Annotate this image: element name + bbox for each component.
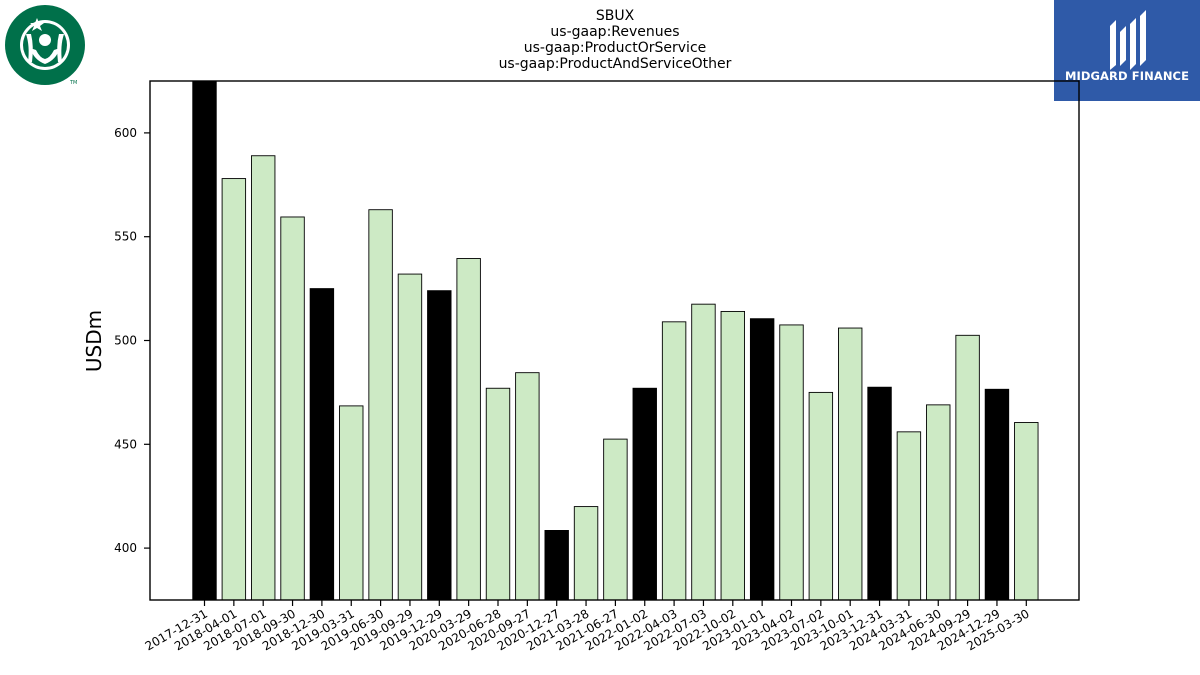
y-tick-label: 400 — [114, 541, 137, 555]
bar — [280, 216, 305, 601]
bar — [485, 387, 511, 601]
bar — [515, 372, 540, 601]
y-axis-label: USDm — [82, 310, 106, 372]
y-tick-label: 450 — [114, 437, 137, 451]
bar — [661, 321, 687, 601]
bar — [544, 530, 569, 601]
trademark-label: TM — [69, 80, 77, 86]
title-line: us-gaap:ProductOrService — [524, 40, 707, 56]
bar — [427, 290, 452, 601]
bar — [955, 334, 980, 601]
bar — [779, 324, 804, 601]
bar — [192, 80, 217, 601]
bar — [808, 391, 834, 601]
bar — [603, 438, 628, 601]
bar — [250, 155, 276, 601]
bar — [573, 506, 599, 601]
chart-title: SBUXus-gaap:Revenuesus-gaap:ProductOrSer… — [499, 8, 732, 72]
bar — [456, 258, 481, 601]
bar — [749, 318, 775, 601]
bar — [896, 431, 922, 601]
midgard-finance-wordmark: MIDGARD FINANCE — [1064, 69, 1190, 83]
bar — [368, 209, 393, 601]
y-axis: 400 450 500 550 600 — [114, 126, 150, 555]
bar — [838, 327, 863, 601]
bar — [632, 387, 657, 601]
bar — [1014, 422, 1039, 601]
bar — [221, 178, 247, 601]
bar — [926, 404, 951, 601]
y-tick-label: 550 — [114, 230, 137, 244]
title-line: us-gaap:ProductAndServiceOther — [499, 56, 732, 72]
bar — [339, 405, 364, 601]
y-tick-label: 500 — [114, 334, 137, 348]
bar — [397, 273, 423, 601]
bar-series — [192, 80, 1039, 601]
y-tick-label: 600 — [114, 126, 137, 140]
title-line: us-gaap:Revenues — [550, 24, 679, 40]
starbucks-logo-icon: TM — [5, 5, 85, 86]
x-axis: 2017-12-312018-04-012018-07-012018-09-30… — [143, 600, 1032, 653]
midgard-finance-logo-icon — [1110, 10, 1146, 70]
bar — [691, 303, 716, 601]
bar — [309, 288, 335, 601]
bar — [984, 388, 1010, 601]
bar — [867, 386, 892, 601]
bar — [720, 310, 745, 601]
title-line: SBUX — [596, 8, 635, 24]
